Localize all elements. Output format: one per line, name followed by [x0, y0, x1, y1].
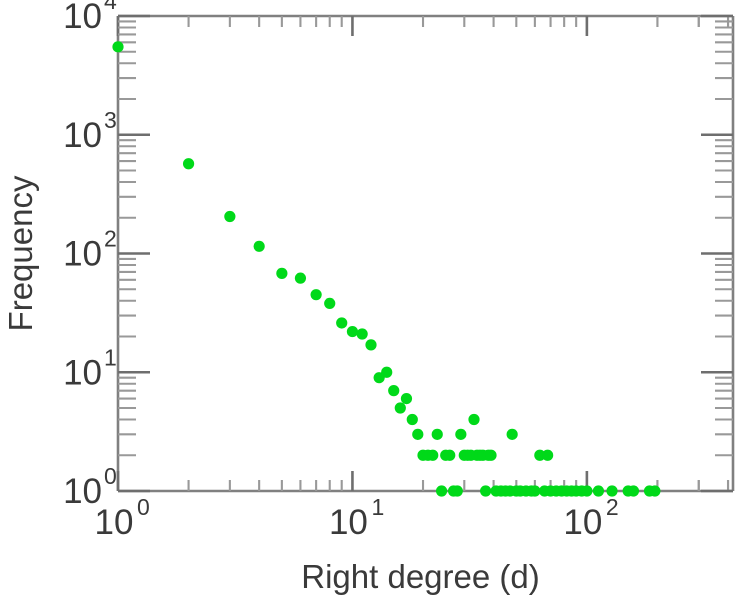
- data-point: [346, 325, 359, 338]
- data-series-right-degree: [112, 41, 661, 497]
- data-point: [468, 413, 480, 426]
- data-point: [542, 449, 554, 461]
- data-point: [381, 366, 393, 378]
- data-point: [451, 485, 463, 497]
- data-point: [324, 297, 336, 310]
- x-axis-title: Right degree (d): [301, 558, 539, 595]
- data-point: [431, 428, 443, 440]
- data-point: [606, 485, 618, 497]
- x-tick-label-exponent: 0: [137, 494, 150, 520]
- x-tick-label: 10: [563, 503, 602, 542]
- y-tick-label: 10: [63, 116, 102, 155]
- data-point: [581, 485, 593, 497]
- data-point: [365, 339, 377, 351]
- data-point: [310, 289, 322, 301]
- x-tick-label-exponent: 1: [371, 494, 384, 520]
- data-point: [529, 485, 541, 497]
- x-tick-label-exponent: 2: [606, 494, 619, 520]
- y-tick-label: 10: [63, 353, 102, 392]
- data-point: [182, 158, 195, 170]
- y-tick-label-exponent: 4: [104, 0, 117, 14]
- data-point: [388, 385, 400, 397]
- data-point: [649, 485, 661, 497]
- y-tick-label: 10: [63, 0, 102, 36]
- data-point: [112, 41, 124, 53]
- y-axis-title: Frequency: [2, 175, 39, 331]
- data-point: [534, 449, 546, 461]
- y-tick-label-exponent: 2: [104, 226, 117, 252]
- data-point: [253, 240, 265, 252]
- data-point: [485, 449, 497, 461]
- data-point: [336, 317, 348, 329]
- y-tick-label: 10: [63, 235, 102, 274]
- x-tick-label: 10: [95, 503, 134, 542]
- data-point: [394, 402, 406, 414]
- data-point: [627, 485, 640, 497]
- data-point: [412, 428, 424, 440]
- data-point: [406, 413, 418, 426]
- data-point: [356, 328, 368, 340]
- data-point: [427, 449, 439, 461]
- data-point: [506, 428, 518, 440]
- y-tick-label-exponent: 0: [104, 463, 117, 489]
- data-point: [592, 485, 605, 497]
- data-point: [480, 485, 492, 497]
- data-point: [435, 485, 448, 497]
- data-point: [276, 267, 288, 279]
- y-tick-label-exponent: 1: [104, 344, 117, 370]
- data-point: [294, 272, 307, 284]
- data-point: [224, 210, 236, 223]
- y-tick-label: 10: [63, 472, 102, 511]
- data-point: [400, 392, 413, 405]
- data-point: [444, 449, 456, 461]
- data-point: [455, 428, 467, 440]
- x-tick-label: 10: [329, 503, 368, 542]
- y-tick-label-exponent: 3: [104, 107, 117, 133]
